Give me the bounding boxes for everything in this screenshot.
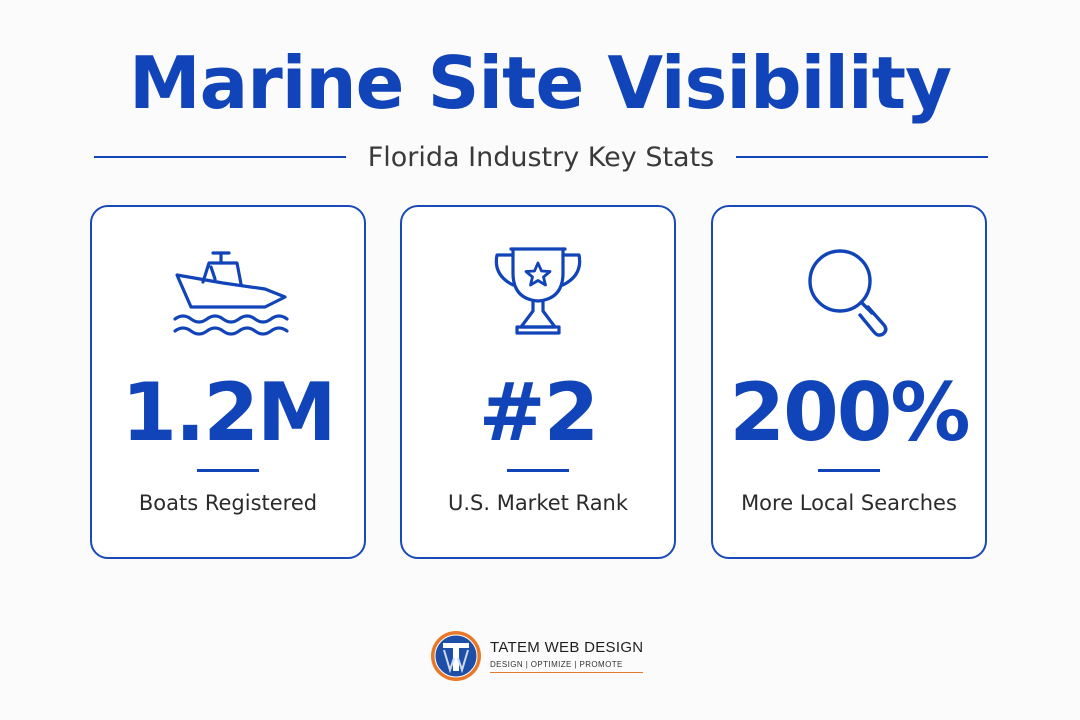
brand-logo-icon (431, 631, 481, 681)
brand-tagline: DESIGN | OPTIMIZE | PROMOTE (490, 660, 644, 673)
page-title: Marine Site Visibility (128, 41, 952, 125)
stat-divider (818, 469, 880, 472)
page-subtitle: Florida Industry Key Stats (367, 141, 715, 173)
stat-card-rank: #2 U.S. Market Rank (400, 205, 676, 559)
stat-value: #2 (478, 366, 600, 459)
stat-card-searches: 200% More Local Searches (711, 205, 987, 559)
magnifier-icon (713, 245, 985, 345)
stat-label: Boats Registered (138, 491, 318, 515)
stat-card-boats: 1.2M Boats Registered (90, 205, 366, 559)
stat-label: More Local Searches (741, 491, 957, 515)
subtitle-left-rule (94, 156, 346, 158)
brand-name: TATEM WEB DESIGN (490, 639, 644, 656)
stat-divider (507, 469, 569, 472)
boat-icon (92, 245, 364, 345)
subtitle-row: Florida Industry Key Stats (94, 136, 988, 178)
brand-footer: TATEM WEB DESIGN DESIGN | OPTIMIZE | PRO… (430, 628, 644, 684)
stat-value: 200% (729, 366, 970, 459)
trophy-icon (402, 245, 674, 345)
stat-divider (197, 469, 259, 472)
stat-value: 1.2M (121, 366, 336, 459)
stat-label: U.S. Market Rank (447, 491, 629, 515)
subtitle-right-rule (736, 156, 988, 158)
